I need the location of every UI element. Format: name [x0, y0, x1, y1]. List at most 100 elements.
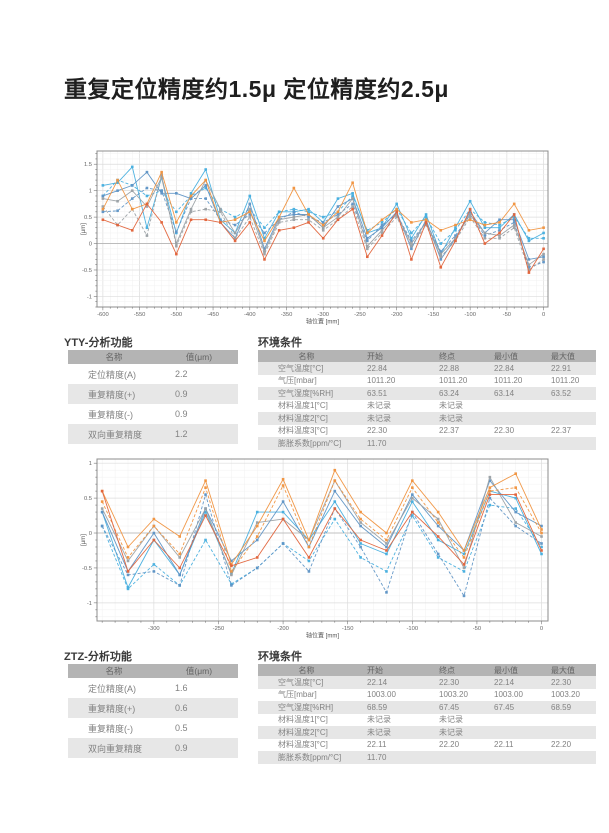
table-cell: 1011.20 [367, 376, 396, 386]
table-cell [539, 400, 596, 413]
column-header: 开始 [355, 350, 427, 362]
table-header-row: 名称 开始 终点 最小值 最大值 [258, 664, 596, 676]
column-header: 最小值 [482, 350, 539, 362]
table-row: 定位精度(A) 2.2 [68, 364, 238, 384]
svg-text:-300: -300 [317, 312, 329, 318]
svg-text:-1: -1 [87, 601, 92, 607]
table-row: 膨胀系数[ppm/°C] 11.70 [258, 751, 596, 764]
column-header: 名称 [68, 350, 160, 364]
table-cell: 材料温度1[°C] [278, 401, 328, 411]
table-cell [482, 437, 539, 450]
table-cell: 未记录 [439, 413, 463, 423]
table-cell: 22.30 [551, 677, 572, 687]
table-cell: 双向重复精度 [88, 429, 143, 440]
svg-text:-200: -200 [277, 626, 289, 632]
table-cell: 1003.00 [494, 690, 523, 700]
svg-text:-400: -400 [244, 312, 256, 318]
column-header: 终点 [427, 664, 482, 676]
column-header: 最大值 [539, 350, 596, 362]
table-cell: 0.6 [175, 703, 188, 713]
column-header: 终点 [427, 350, 482, 362]
table-cell: 63.14 [494, 388, 515, 398]
table-row: 重复精度(+) 0.9 [68, 384, 238, 404]
table-cell: 空气湿度[%RH] [278, 388, 334, 398]
ztz-analysis-table: 名称 值(μm) 定位精度(A) 1.6 重复精度(+) 0.6 重复精度(-) 0.5 双向重… [68, 664, 238, 758]
table-row: 材料温度2[°C] 未记录 未记录 [258, 412, 596, 425]
svg-text:0.5: 0.5 [84, 496, 92, 502]
table-cell: 未记录 [367, 401, 391, 411]
env-conditions-table-2: 名称 开始 终点 最小值 最大值 空气温度[°C] 22.14 22.30 22.14 22.30… [258, 664, 596, 764]
table-cell [539, 714, 596, 727]
svg-text:-50: -50 [473, 626, 481, 632]
table-cell: 0.9 [175, 743, 188, 753]
table-cell: 0.5 [175, 723, 188, 733]
column-header: 最小值 [482, 664, 539, 676]
table-cell [539, 726, 596, 739]
svg-text:-250: -250 [354, 312, 366, 318]
env-conditions-table-1: 名称 开始 终点 最小值 最大值 空气温度[°C] 22.84 22.88 22.84 22.91… [258, 350, 596, 450]
svg-text:1.5: 1.5 [84, 162, 92, 168]
svg-text:0: 0 [89, 242, 92, 248]
svg-text:-300: -300 [148, 626, 160, 632]
table-cell: 22.20 [551, 740, 572, 750]
table-cell: 未记录 [439, 715, 463, 725]
svg-text:-0.5: -0.5 [82, 566, 92, 572]
svg-text:轴位置 [mm]: 轴位置 [mm] [306, 318, 339, 326]
table-cell: 2.2 [175, 369, 188, 379]
svg-text:-50: -50 [503, 312, 511, 318]
table-row: 材料温度1[°C] 未记录 未记录 [258, 714, 596, 727]
ztz-analysis-section-title: ZTZ-分析功能 [64, 651, 132, 663]
table-cell: 重复精度(-) [88, 409, 133, 420]
table-cell [427, 437, 482, 450]
table-cell: 材料温度1[°C] [278, 715, 328, 725]
table-cell [482, 714, 539, 727]
yty-analysis-table: 名称 值(μm) 定位精度(A) 2.2 重复精度(+) 0.9 重复精度(-) 0.9 双向重… [68, 350, 238, 444]
svg-text:1: 1 [89, 189, 92, 195]
svg-text:-450: -450 [207, 312, 219, 318]
table-cell: 0.9 [175, 409, 188, 419]
column-header: 名称 [258, 350, 355, 362]
table-row: 双向重复精度 0.9 [68, 738, 238, 758]
env-conditions-title-2: 环境条件 [258, 651, 302, 663]
table-cell [539, 437, 596, 450]
table-cell: 67.45 [494, 702, 515, 712]
table-cell: 63.52 [551, 388, 572, 398]
table-row: 重复精度(-) 0.5 [68, 718, 238, 738]
yty-analysis-section-title: YTY-分析功能 [64, 337, 133, 349]
table-cell: 材料温度3[°C] [278, 426, 328, 436]
env-conditions-title-1: 环境条件 [258, 337, 302, 349]
table-cell: 22.30 [367, 426, 388, 436]
table-cell: 22.88 [439, 363, 460, 373]
svg-text:-350: -350 [281, 312, 293, 318]
table-row: 材料温度3[°C] 22.30 22.37 22.30 22.37 [258, 425, 596, 438]
table-cell [482, 400, 539, 413]
table-row: 材料温度3[°C] 22.11 22.20 22.11 22.20 [258, 739, 596, 752]
table-cell: 67.45 [439, 702, 460, 712]
table-row: 重复精度(+) 0.6 [68, 698, 238, 718]
table-cell: 1.6 [175, 683, 188, 693]
table-cell: 重复精度(+) [88, 703, 136, 714]
svg-text:-600: -600 [97, 312, 109, 318]
svg-text:-1: -1 [87, 294, 92, 300]
table-cell: 22.11 [494, 740, 514, 750]
table-cell: 22.91 [551, 363, 572, 373]
table-cell [539, 412, 596, 425]
table-cell: 0.9 [175, 389, 188, 399]
table-cell [482, 412, 539, 425]
table-cell: 材料温度3[°C] [278, 740, 328, 750]
table-cell: 1011.20 [494, 376, 523, 386]
table-cell: 22.84 [367, 363, 388, 373]
table-cell: 63.24 [439, 388, 460, 398]
table-header-row: 名称 开始 终点 最小值 最大值 [258, 350, 596, 362]
table-cell: 重复精度(-) [88, 723, 133, 734]
table-cell: 68.59 [367, 702, 388, 712]
table-row: 空气温度[°C] 22.14 22.30 22.14 22.30 [258, 676, 596, 689]
table-cell: 定位精度(A) [88, 683, 136, 694]
table-header-row: 名称 值(μm) [68, 664, 238, 678]
table-cell: 空气温度[°C] [278, 363, 324, 373]
table-cell: 1.2 [175, 429, 188, 439]
svg-text:[μm]: [μm] [81, 223, 87, 235]
svg-text:0: 0 [542, 312, 545, 318]
table-cell: 膨胀系数[ppm/°C] [278, 752, 342, 762]
